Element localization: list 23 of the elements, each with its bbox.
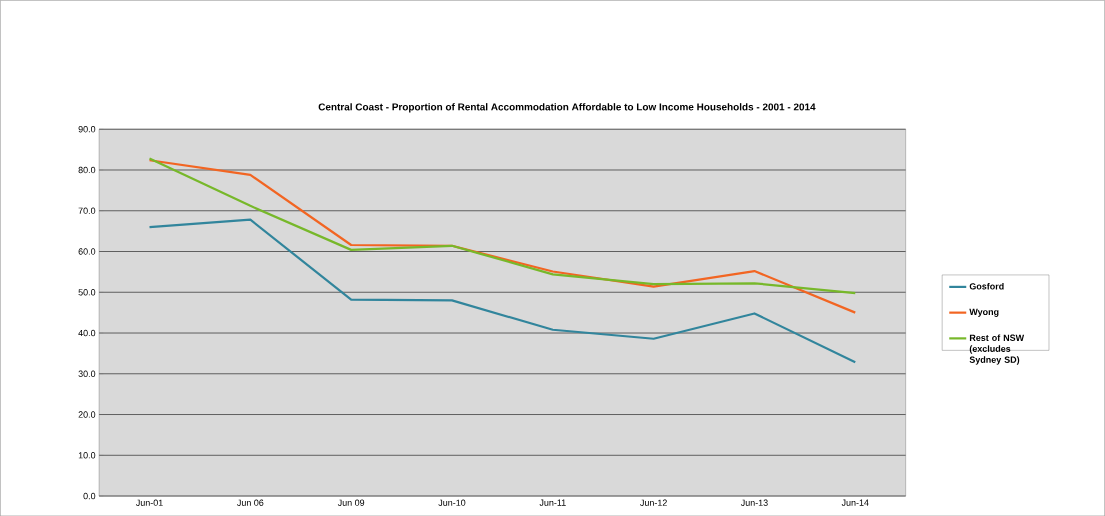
y-tick-label: 90.0 bbox=[78, 125, 96, 133]
y-tick-label: 10.0 bbox=[78, 451, 96, 459]
y-tick-label: 20.0 bbox=[78, 411, 96, 418]
y-tick-label: 30.0 bbox=[78, 370, 96, 377]
line-series bbox=[148, 218, 857, 364]
legend-label: Gosford bbox=[969, 282, 1004, 290]
x-tick-label: Jun-01 bbox=[135, 499, 163, 506]
y-tick-label: 80.0 bbox=[78, 166, 96, 174]
x-tick-label: Jun 06 bbox=[237, 499, 264, 506]
x-tick-label: Jun-11 bbox=[539, 499, 566, 506]
x-tick-label: Jun-10 bbox=[438, 499, 466, 506]
y-tick-label: 40.0 bbox=[78, 329, 96, 337]
y-tick-label: 50.0 bbox=[78, 288, 96, 296]
x-tick-label: Jun-12 bbox=[640, 499, 667, 506]
chart-title: Central Coast - Proportion of Rental Accommodation Affordable to Low Income Households - 2001 - 2014 bbox=[318, 102, 816, 113]
x-tick-label: Jun-13 bbox=[740, 499, 768, 506]
legend-label: Rest of NSW (excludes Sydney SD) bbox=[969, 334, 1025, 365]
x-tick-label: Jun 09 bbox=[337, 499, 365, 506]
y-tick-label: 70.0 bbox=[78, 207, 96, 214]
legend-label: Wyong bbox=[969, 308, 999, 317]
y-tick-label: 60.0 bbox=[78, 248, 96, 255]
y-tick-label: 0.0 bbox=[83, 492, 96, 500]
x-tick-label: Jun-14 bbox=[841, 499, 869, 506]
